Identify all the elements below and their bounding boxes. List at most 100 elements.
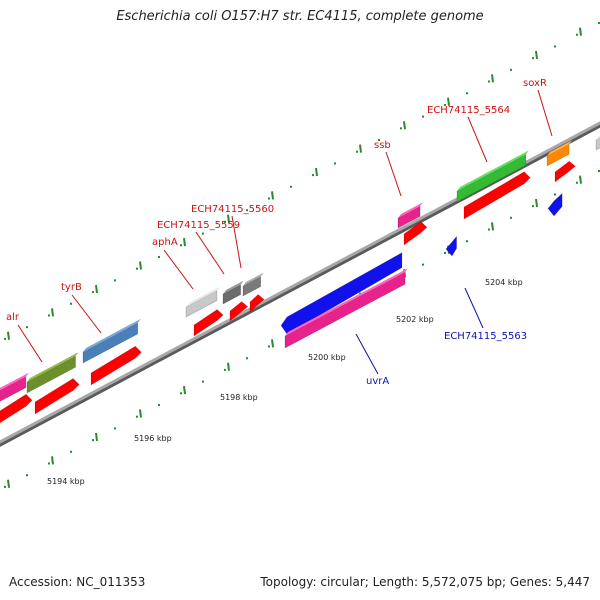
- lower-scale-dot: [136, 415, 138, 418]
- upper-scale-dot: [532, 57, 534, 60]
- gene-label: ECH74115_5564: [427, 105, 510, 116]
- upper-scale-dot: [444, 103, 446, 106]
- upper-major-tick: [359, 144, 362, 153]
- tick-label: 5200 kbp: [308, 353, 346, 362]
- upper-scale-dot: [466, 92, 468, 95]
- gene-label: ECH74115_5560: [191, 204, 274, 215]
- gene-bar-pink-top: [0, 372, 29, 391]
- gene-bar-edge-top: [596, 135, 600, 140]
- tick-label: 5204 kbp: [485, 278, 523, 287]
- gene-bar-alr-top: [27, 352, 79, 382]
- upper-scale-dot: [136, 267, 138, 270]
- upper-scale-dot: [114, 279, 116, 282]
- lower-scale-dot: [70, 450, 72, 453]
- lower-major-tick: [95, 432, 98, 442]
- upper-scale-dot: [488, 80, 490, 83]
- upper-scale-dot: [92, 291, 94, 294]
- scale-dots-layer: [4, 22, 600, 488]
- lower-major-tick: [227, 362, 230, 371]
- upper-major-tick: [183, 238, 186, 247]
- gene-bar-5564: [456, 153, 527, 203]
- upper-major-tick: [403, 121, 406, 130]
- upper-scale-dot: [202, 232, 204, 235]
- gene-leader-line: [467, 116, 488, 163]
- lower-scale-dot: [114, 427, 116, 430]
- lower-scale-dot: [180, 392, 182, 395]
- upper-scale-dot: [70, 302, 72, 305]
- upper-scale-dot: [246, 209, 248, 212]
- gene-bar-edge: [595, 137, 600, 151]
- lower-scale-dot: [202, 380, 204, 383]
- upper-major-tick: [491, 74, 494, 83]
- gene-bar-ssb-top: [398, 202, 424, 218]
- upper-scale-dot: [422, 115, 424, 118]
- gene-label: ssb: [374, 140, 391, 151]
- lower-scale-dot: [4, 485, 6, 488]
- upper-scale-dot: [400, 127, 402, 130]
- gene-leader-line: [464, 287, 484, 329]
- lower-scale-dot: [466, 240, 468, 243]
- tick-label: 5194 kbp: [47, 477, 85, 486]
- gene-arrow-uvrA: [280, 252, 403, 335]
- gene-bar-5560-top: [243, 272, 264, 286]
- upper-scale-dot: [378, 139, 380, 142]
- tick-label: 5202 kbp: [396, 315, 434, 324]
- upper-scale-dot: [26, 326, 28, 329]
- upper-scale-dot: [290, 185, 292, 188]
- upper-major-tick: [315, 167, 318, 177]
- lower-scale-dot: [488, 228, 490, 231]
- upper-scale-dot: [4, 337, 6, 340]
- gene-leader-line: [163, 249, 194, 290]
- tick-label: 5198 kbp: [220, 393, 258, 402]
- gene-leader-line: [537, 89, 553, 137]
- accession-text: Accession: NC_011353: [9, 575, 146, 589]
- gene-bar-5560: [242, 276, 261, 297]
- lower-scale-dot: [532, 205, 534, 208]
- lower-scale-dot: [246, 357, 248, 360]
- gene-leader-line: [195, 231, 225, 275]
- gene-leader-line: [355, 333, 379, 375]
- lower-major-tick: [535, 198, 538, 208]
- gene-bar-uvrA-pink-top: [285, 268, 409, 336]
- gene-label: alr: [6, 312, 20, 323]
- scale-ticks-layer: [7, 27, 582, 488]
- lower-scale-dot: [268, 345, 270, 348]
- lower-scale-dot: [158, 403, 160, 406]
- upper-major-tick: [579, 27, 582, 36]
- lower-scale-dot: [26, 474, 28, 477]
- lower-scale-dot: [554, 193, 556, 196]
- gene-leader-line: [71, 294, 102, 334]
- lower-scale-dot: [48, 462, 50, 465]
- cds-arrow: [90, 345, 142, 386]
- gene-label: tyrB: [61, 282, 82, 293]
- upper-scale-dot: [158, 255, 160, 258]
- gene-leader-line: [385, 151, 402, 197]
- upper-scale-dot: [576, 33, 578, 36]
- upper-major-tick: [139, 261, 142, 270]
- upper-scale-dot: [334, 162, 336, 165]
- upper-major-tick: [271, 191, 274, 200]
- upper-scale-dot: [312, 174, 314, 177]
- lower-major-tick: [7, 479, 10, 488]
- feature-layer: [0, 135, 600, 424]
- gene-label: ECH74115_5559: [157, 220, 240, 231]
- lower-major-tick: [271, 339, 274, 348]
- gene-arrow-5563: [445, 235, 457, 257]
- lower-scale-dot: [576, 181, 578, 184]
- upper-scale-dot: [180, 244, 182, 247]
- gene-bar-5559-top: [223, 280, 244, 294]
- gene-arrow-blue-small: [547, 192, 563, 217]
- gene-bar-5559: [222, 284, 241, 305]
- lower-major-tick: [51, 456, 54, 465]
- cds-arrow: [403, 221, 428, 246]
- gene-label: uvrA: [366, 376, 389, 387]
- gene-leader-line: [231, 215, 242, 269]
- label-layer: 5194 kbp 5196 kbp 5198 kbp 5200 kbp 5202 kbp…: [6, 78, 553, 486]
- upper-major-tick: [447, 97, 450, 106]
- gene-label: soxR: [523, 78, 547, 89]
- gene-bar-5564-top: [457, 150, 529, 191]
- upper-scale-dot: [510, 68, 512, 71]
- lower-scale-dot: [598, 170, 600, 173]
- cds-arrow: [193, 309, 224, 337]
